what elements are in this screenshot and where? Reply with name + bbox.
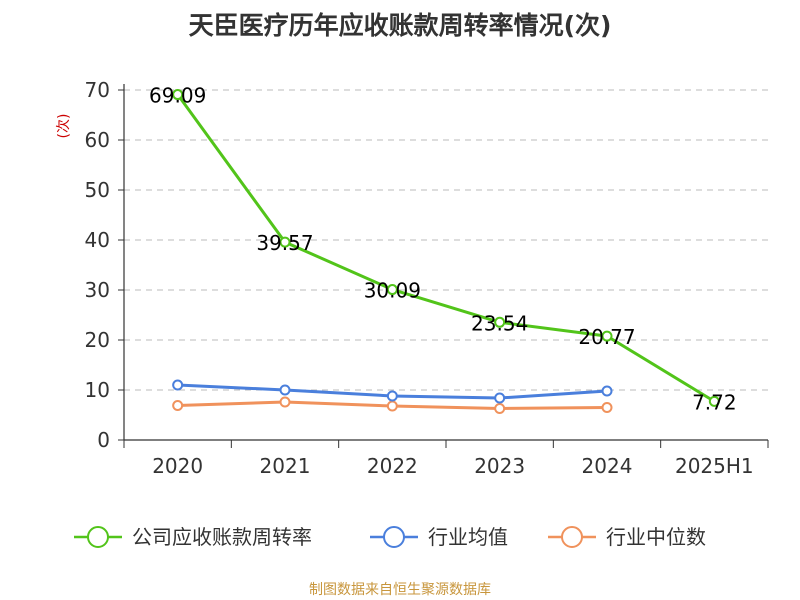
series-2-point-2024 <box>601 402 613 413</box>
series-2-point-2021 <box>279 396 291 408</box>
series-0-point-2023 <box>494 316 506 328</box>
legend-label-0: 公司应收账款周转率 <box>132 525 312 549</box>
legend-label-1: 行业均值 <box>428 525 508 549</box>
legend-item-0: 公司应收账款周转率 <box>74 525 312 549</box>
y-tick-label-10: 10 <box>85 378 110 402</box>
series-0-point-2020 <box>172 89 184 101</box>
x-tick-label-2024: 2024 <box>582 454 633 478</box>
y-tick-label-40: 40 <box>85 228 110 252</box>
x-tick-label-2022: 2022 <box>367 454 418 478</box>
y-tick-label-30: 30 <box>85 278 110 302</box>
x-tick-label-2023: 2023 <box>474 454 525 478</box>
x-tick-label-2020: 2020 <box>152 454 203 478</box>
series-1-point-2023 <box>494 392 506 404</box>
x-tick-label-2025H1: 2025H1 <box>675 454 754 478</box>
y-tick-label-50: 50 <box>85 178 110 202</box>
data-label-2024: 20.77 <box>578 325 635 349</box>
series-2-point-2020 <box>172 400 184 411</box>
series-2-point-2023 <box>494 403 506 414</box>
series-1-point-2020 <box>172 379 184 391</box>
legend-item-1: 行业均值 <box>370 525 508 549</box>
data-label-2025H1: 7.72 <box>692 390 737 414</box>
y-axis-unit-label: (次) <box>56 114 72 139</box>
data-label-2023: 23.54 <box>471 311 528 335</box>
source-note: 制图数据来自恒生聚源数据库 <box>309 582 491 598</box>
y-tick-label-60: 60 <box>85 128 110 152</box>
series-0-point-2022 <box>386 284 398 296</box>
legend: 公司应收账款周转率 行业均值 行业中位数 <box>74 525 706 549</box>
y-tick-label-0: 0 <box>97 428 110 452</box>
series-lines <box>172 89 720 414</box>
data-label-2021: 39.57 <box>256 231 313 255</box>
legend-label-2: 行业中位数 <box>606 525 706 549</box>
legend-marker-2 <box>561 526 583 548</box>
series-line-0 <box>176 93 716 403</box>
data-label-2020: 69.09 <box>149 84 206 108</box>
series-1-point-2022 <box>386 390 398 402</box>
series-0 <box>172 89 720 407</box>
series-1 <box>172 379 613 404</box>
axes: 0 10 20 30 40 50 60 70 2020 2021 2022 2023 2024 2025H… <box>85 78 769 478</box>
series-2-point-2022 <box>386 400 398 412</box>
legend-marker-0 <box>87 526 109 548</box>
series-0-point-2025H1 <box>708 395 720 407</box>
x-tick-label-2021: 2021 <box>260 454 311 478</box>
grid-lines <box>124 89 768 391</box>
series-1-point-2021 <box>279 384 291 396</box>
chart-title: 天臣医疗历年应收账款周转率情况(次) <box>189 11 612 40</box>
series-0-point-2024 <box>601 330 613 342</box>
series-1-point-2024 <box>601 385 613 397</box>
data-labels: 69.09 39.57 30.09 23.54 20.77 7.72 <box>149 84 737 415</box>
series-0-point-2021 <box>279 236 291 248</box>
data-label-2022: 30.09 <box>364 279 421 303</box>
y-tick-label-20: 20 <box>85 328 110 352</box>
legend-item-2: 行业中位数 <box>548 525 706 549</box>
legend-marker-1 <box>383 526 405 548</box>
y-tick-label-70: 70 <box>85 78 110 102</box>
